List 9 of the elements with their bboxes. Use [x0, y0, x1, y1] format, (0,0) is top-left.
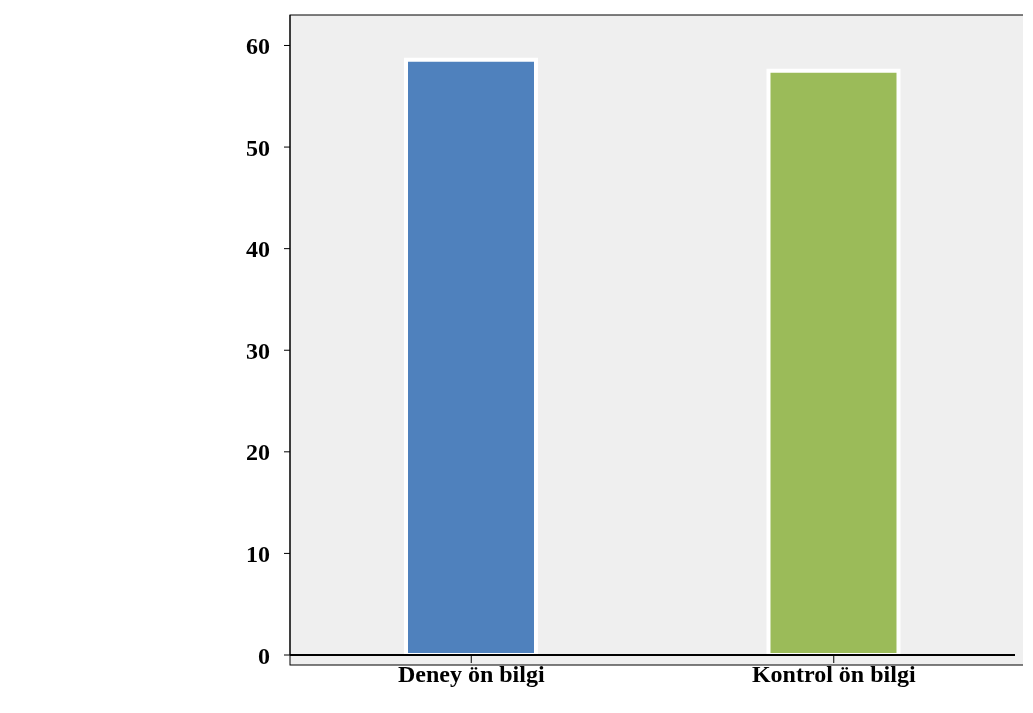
y-tick-label: 30	[246, 337, 270, 364]
y-tick-label: 20	[246, 439, 270, 466]
x-tick-label: Deney ön bilgi	[397, 661, 545, 688]
y-tick-label: 10	[246, 540, 270, 567]
y-tick-label: 50	[246, 134, 270, 161]
y-tick-label: 60	[246, 33, 270, 59]
y-tick-label: 0	[258, 642, 270, 669]
y-tick-label: 40	[246, 236, 270, 263]
x-tick-label: Kontrol ön bilgi	[751, 661, 916, 688]
